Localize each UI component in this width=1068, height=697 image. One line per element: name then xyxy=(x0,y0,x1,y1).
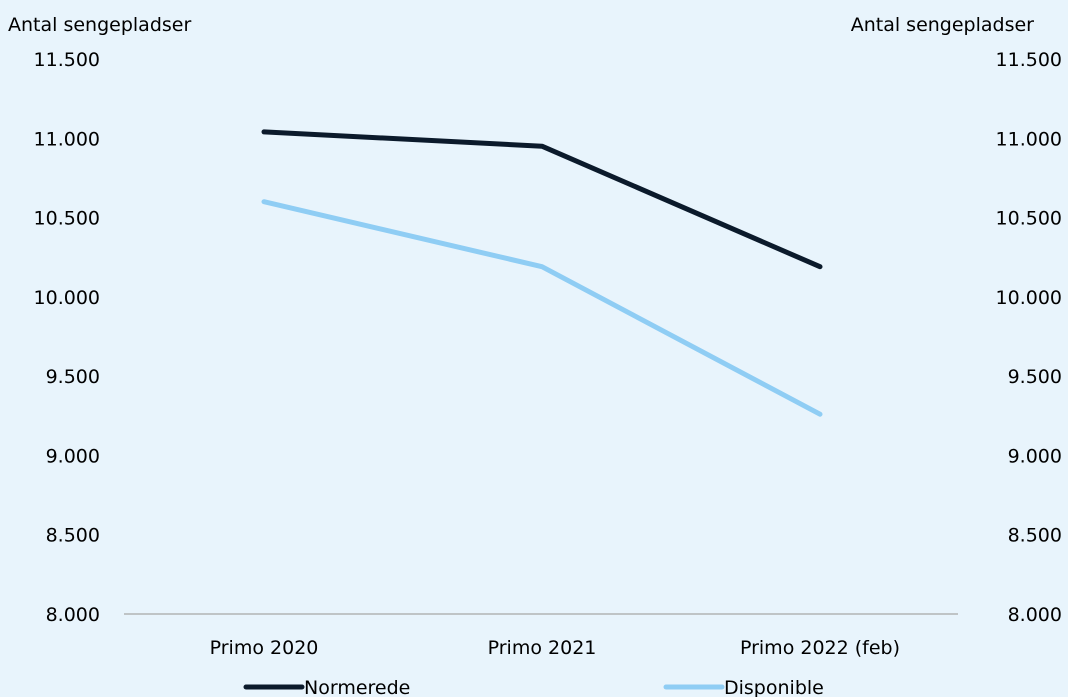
y-tick-label-right: 9.000 xyxy=(1008,445,1062,467)
y-tick-label-left: 9.000 xyxy=(46,445,100,467)
x-axis: Primo 2020 Primo 2021 Primo 2022 (feb) xyxy=(210,637,900,659)
y-tick-label-left: 8.500 xyxy=(46,525,100,547)
y-tick-label-left: 9.500 xyxy=(46,366,100,388)
y-tick-label-right: 8.000 xyxy=(1008,604,1062,626)
y-tick-label-left: 10.500 xyxy=(34,208,100,230)
y-axis-left: 8.000 8.500 9.000 9.500 10.000 10.500 11.000 11… xyxy=(34,49,100,626)
y-tick-label-right: 11.500 xyxy=(996,49,1062,71)
legend-label: Normerede xyxy=(304,677,410,697)
y-tick-label-left: 8.000 xyxy=(46,604,100,626)
y-tick-label-left: 11.000 xyxy=(34,128,100,150)
y-axis-title-left: Antal sengepladser xyxy=(8,14,191,36)
y-tick-label-right: 10.500 xyxy=(996,208,1062,230)
series-line-1 xyxy=(261,199,823,417)
y-tick-label-right: 9.500 xyxy=(1008,366,1062,388)
y-tick-label-left: 10.000 xyxy=(34,287,100,309)
x-tick-label: Primo 2021 xyxy=(488,637,597,659)
series-lines xyxy=(261,129,823,417)
y-axis-right: 8.000 8.500 9.000 9.500 10.000 10.500 11.000 11… xyxy=(996,49,1062,626)
y-tick-label-right: 8.500 xyxy=(1008,525,1062,547)
y-tick-label-left: 11.500 xyxy=(34,49,100,71)
x-tick-label: Primo 2022 (feb) xyxy=(740,637,900,659)
series-line-0 xyxy=(261,129,823,270)
legend-label: Disponible xyxy=(724,677,824,697)
y-tick-label-right: 11.000 xyxy=(996,128,1062,150)
legend: Normerede Disponible xyxy=(243,677,824,697)
y-tick-label-right: 10.000 xyxy=(996,287,1062,309)
x-tick-label: Primo 2020 xyxy=(210,637,319,659)
y-axis-title-right: Antal sengepladser xyxy=(851,14,1034,36)
